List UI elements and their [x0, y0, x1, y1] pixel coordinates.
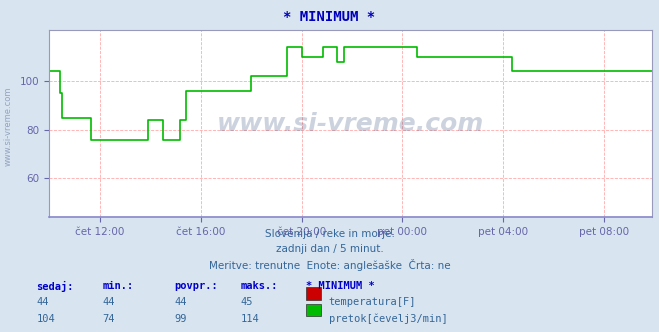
- Text: * MINIMUM *: * MINIMUM *: [306, 281, 375, 290]
- Text: pretok[čevelj3/min]: pretok[čevelj3/min]: [329, 314, 447, 324]
- Text: povpr.:: povpr.:: [175, 281, 218, 290]
- Text: 45: 45: [241, 297, 253, 307]
- Text: Slovenija / reke in morje.: Slovenija / reke in morje.: [264, 229, 395, 239]
- Text: zadnji dan / 5 minut.: zadnji dan / 5 minut.: [275, 244, 384, 254]
- Text: 99: 99: [175, 314, 187, 324]
- Text: min.:: min.:: [102, 281, 133, 290]
- Text: 74: 74: [102, 314, 115, 324]
- Text: sedaj:: sedaj:: [36, 281, 74, 291]
- Text: temperatura[F]: temperatura[F]: [329, 297, 416, 307]
- Text: 104: 104: [36, 314, 55, 324]
- Text: 44: 44: [36, 297, 49, 307]
- Text: * MINIMUM *: * MINIMUM *: [283, 10, 376, 24]
- Text: maks.:: maks.:: [241, 281, 278, 290]
- Text: Meritve: trenutne  Enote: anglešaške  Črta: ne: Meritve: trenutne Enote: anglešaške Črta…: [209, 259, 450, 271]
- Text: 44: 44: [175, 297, 187, 307]
- Text: 44: 44: [102, 297, 115, 307]
- Text: www.si-vreme.com: www.si-vreme.com: [217, 112, 484, 136]
- Text: 114: 114: [241, 314, 259, 324]
- Text: www.si-vreme.com: www.si-vreme.com: [3, 86, 13, 166]
